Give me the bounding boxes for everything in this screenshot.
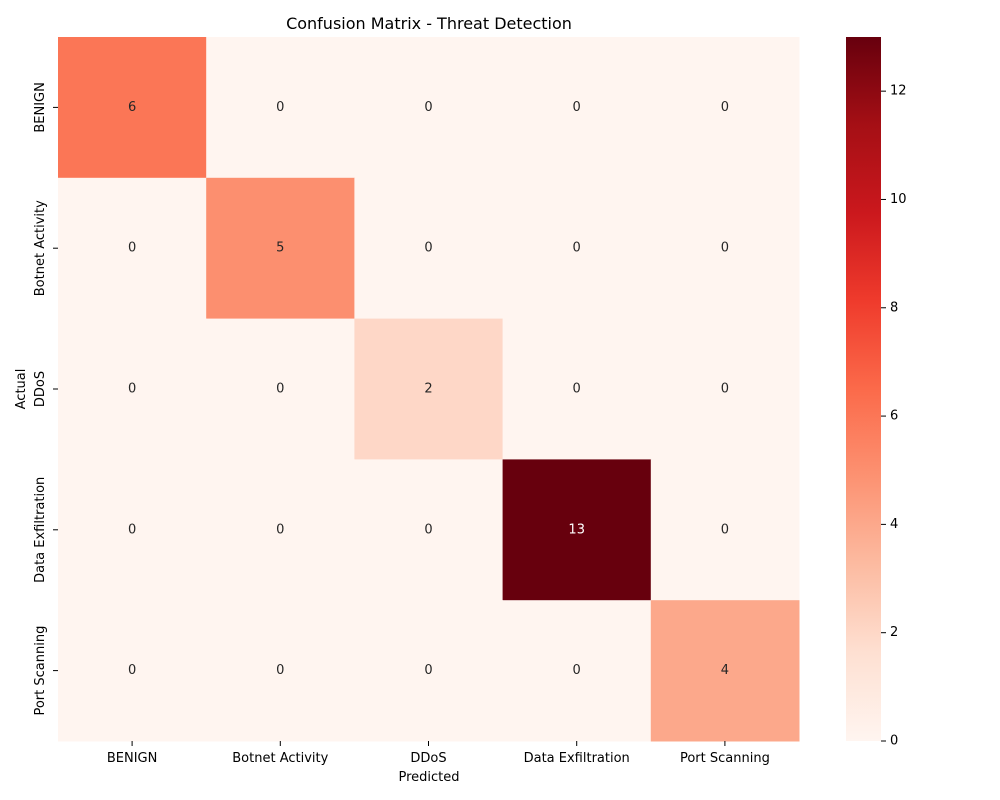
heatmap-cell — [650, 459, 800, 601]
heatmap-cell — [206, 318, 355, 460]
heatmap-cell — [354, 318, 504, 460]
heatmap-cell — [206, 459, 355, 601]
y-tick-label: BENIGN — [33, 82, 48, 132]
colorbar-tick-label: 10 — [890, 192, 907, 207]
x-tick-label: BENIGN — [107, 751, 158, 766]
heatmap-cell — [502, 37, 652, 179]
cell-value-label: 0 — [424, 100, 432, 115]
cell-value-label: 0 — [721, 522, 729, 537]
heatmap-cell — [58, 177, 207, 320]
cell-value-label: 0 — [573, 382, 581, 397]
cell-value-label: 0 — [276, 382, 284, 397]
heatmap-cell — [354, 37, 504, 179]
x-axis-ticks: BENIGN Botnet Activity DDoS Data Exfiltrati… — [107, 741, 770, 766]
cell-value-label: 0 — [276, 663, 284, 678]
colorbar-tick-label: 8 — [890, 300, 898, 315]
cell-value-label: 0 — [573, 663, 581, 678]
x-tick-label: DDoS — [410, 751, 446, 766]
cell-value-label: 5 — [276, 241, 284, 256]
heatmap-cell — [58, 37, 207, 179]
colorbar-tick-label: 12 — [890, 84, 907, 99]
heatmap-cell — [354, 600, 504, 742]
cell-value-label: 13 — [568, 522, 585, 537]
x-tick-label: Port Scanning — [680, 751, 770, 766]
heatmap-cell — [354, 459, 504, 601]
cell-value-label: 0 — [573, 100, 581, 115]
heatmap-cell — [58, 459, 207, 601]
cell-value-label: 0 — [128, 522, 136, 537]
cell-value-label: 0 — [721, 100, 729, 115]
cell-value-label: 4 — [721, 663, 729, 678]
x-tick-label: Data Exfiltration — [524, 751, 630, 766]
colorbar-tick-label: 0 — [890, 734, 898, 749]
cell-value-label: 0 — [573, 241, 581, 256]
cell-value-label: 0 — [721, 241, 729, 256]
heatmap-cell — [206, 177, 355, 320]
heatmap-cell — [650, 177, 800, 320]
y-tick-label: Botnet Activity — [33, 200, 48, 296]
heatmap-cell-labels: 6 0 0 0 0 0 5 0 0 0 0 0 2 0 0 0 0 0 13 0 0 0 0 0 4 — [128, 100, 729, 678]
heatmap-cell — [650, 600, 800, 742]
heatmap-cell — [206, 37, 355, 179]
heatmap-cell — [58, 600, 207, 742]
heatmap-cell — [502, 318, 652, 460]
cell-value-label: 6 — [128, 100, 136, 115]
cell-value-label: 0 — [276, 100, 284, 115]
heatmap-cell — [502, 459, 652, 601]
heatmap-cell — [502, 177, 652, 320]
x-axis-label: Predicted — [398, 770, 459, 785]
y-tick-label: DDoS — [33, 371, 48, 407]
heatmap-cells — [58, 37, 800, 742]
heatmap-cell — [354, 177, 504, 320]
y-axis-ticks: BENIGN Botnet Activity DDoS Data Exfiltrati… — [33, 82, 58, 716]
cell-value-label: 0 — [128, 663, 136, 678]
chart-title: Confusion Matrix - Threat Detection — [286, 14, 572, 33]
cell-value-label: 2 — [424, 382, 432, 397]
colorbar-tick-label: 6 — [890, 409, 898, 424]
heatmap-cell — [58, 318, 207, 460]
colorbar — [846, 37, 881, 741]
colorbar-ticks: 0 2 4 6 8 10 12 — [881, 84, 907, 749]
cell-value-label: 0 — [424, 241, 432, 256]
y-tick-label: Port Scanning — [33, 626, 48, 716]
cell-value-label: 0 — [128, 241, 136, 256]
colorbar-tick-label: 2 — [890, 625, 898, 640]
y-tick-label: Data Exfiltration — [33, 477, 48, 583]
heatmap-cell — [502, 600, 652, 742]
cell-value-label: 0 — [424, 522, 432, 537]
x-tick-label: Botnet Activity — [232, 751, 328, 766]
cell-value-label: 0 — [276, 522, 284, 537]
heatmap-cell — [650, 37, 800, 179]
heatmap-cell — [206, 600, 355, 742]
cell-value-label: 0 — [721, 382, 729, 397]
heatmap-cell — [650, 318, 800, 460]
cell-value-label: 0 — [128, 382, 136, 397]
y-axis-label: Actual — [14, 369, 29, 410]
colorbar-tick-label: 4 — [890, 517, 898, 532]
cell-value-label: 0 — [424, 663, 432, 678]
